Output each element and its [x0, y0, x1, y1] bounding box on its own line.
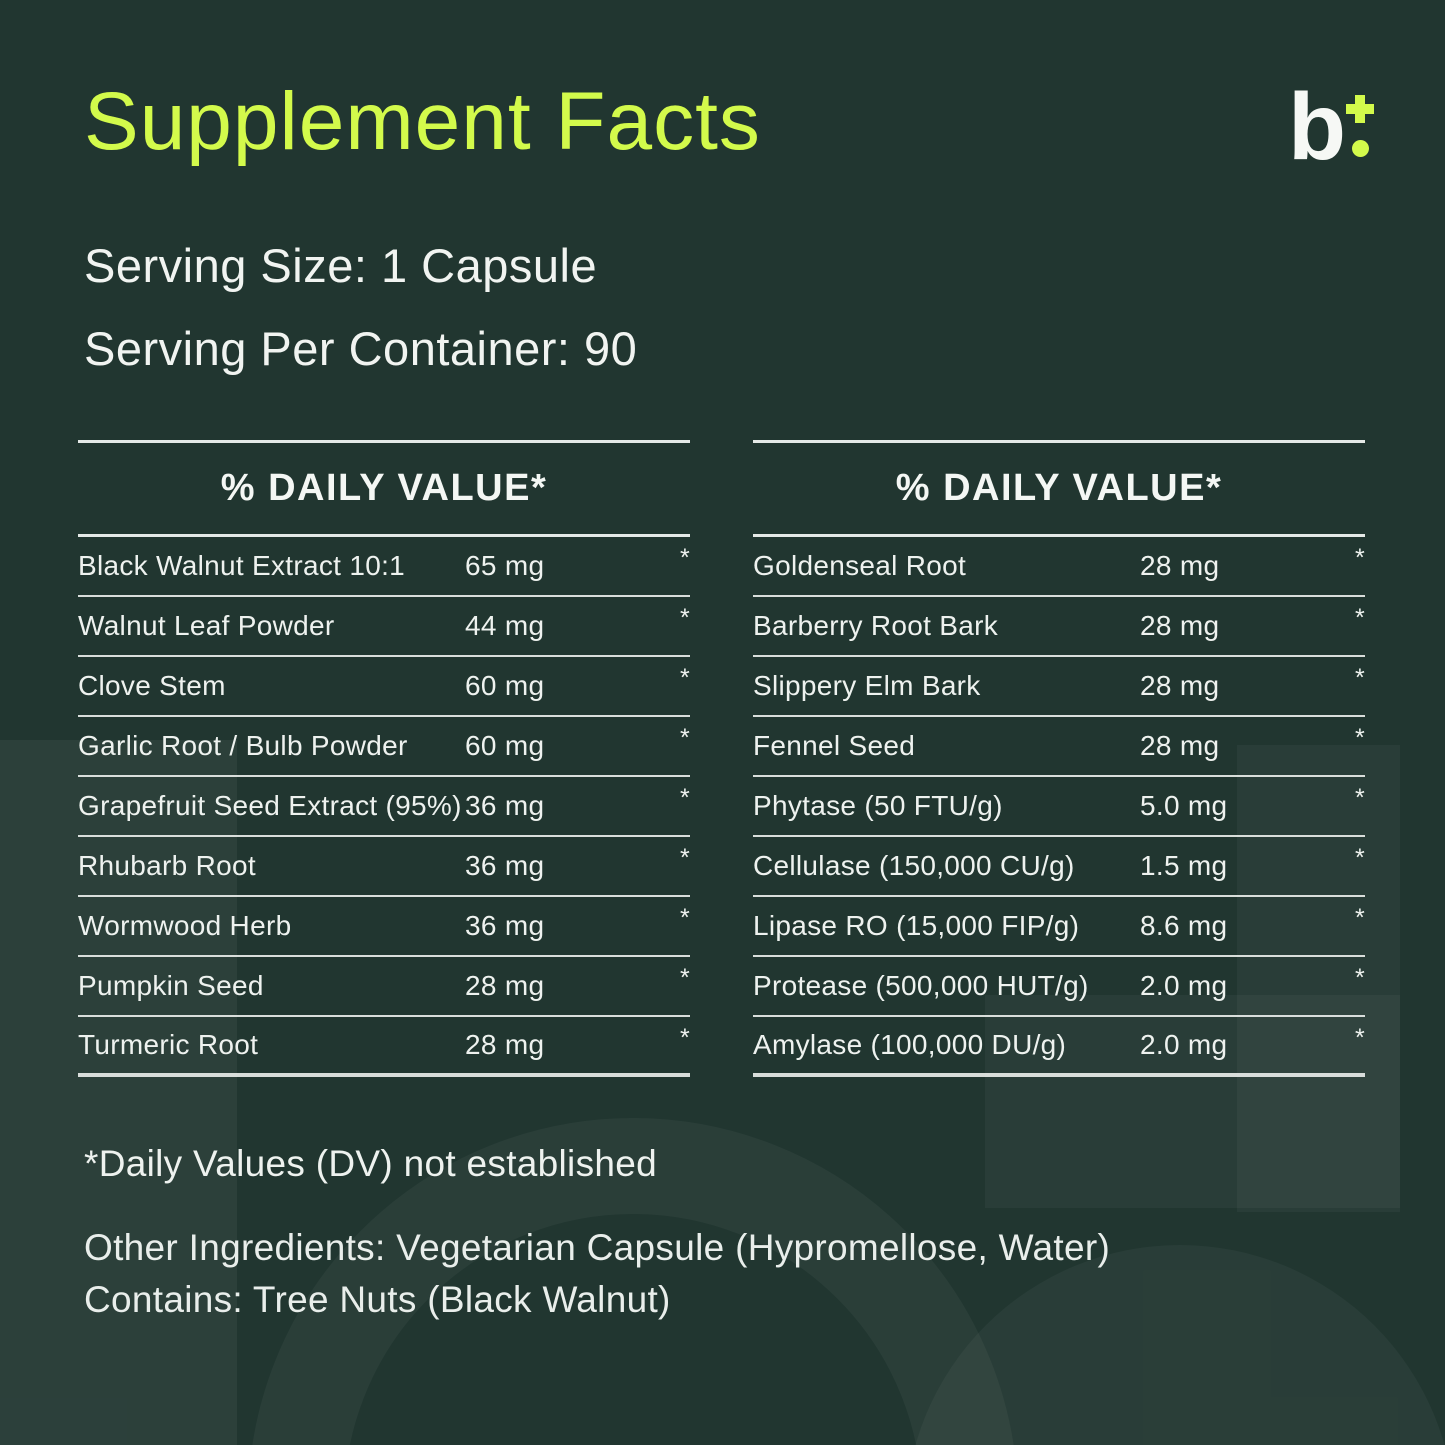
ingredient-amount: 28 mg	[465, 970, 545, 1001]
daily-value-asterisk: *	[1354, 724, 1365, 752]
table-row: Cellulase (150,000 CU/g) 1.5 mg *	[753, 837, 1365, 897]
ingredient-name: Rhubarb Root	[78, 850, 256, 881]
daily-value-asterisk: *	[1354, 664, 1365, 692]
ingredient-name: Phytase (50 FTU/g)	[753, 790, 1003, 821]
table-row: Amylase (100,000 DU/g) 2.0 mg *	[753, 1017, 1365, 1077]
table-row: Walnut Leaf Powder 44 mg *	[78, 597, 690, 657]
daily-value-asterisk: *	[1354, 844, 1365, 872]
daily-value-asterisk: *	[679, 544, 690, 572]
ingredient-name: Protease (500,000 HUT/g)	[753, 970, 1089, 1001]
page-title: Supplement Facts	[84, 76, 761, 167]
logo-letter: b	[1288, 74, 1347, 180]
ingredient-amount: 5.0 mg	[1140, 790, 1228, 821]
watermark-plus-horizontal	[985, 995, 1400, 1208]
ingredient-amount: 28 mg	[1140, 730, 1220, 761]
ingredient-name: Barberry Root Bark	[753, 610, 999, 641]
other-ingredients-text: Other Ingredients: Vegetarian Capsule (H…	[84, 1227, 1111, 1268]
table-row: Clove Stem 60 mg *	[78, 657, 690, 717]
ingredient-amount: 2.0 mg	[1140, 1029, 1228, 1060]
ingredient-name: Walnut Leaf Powder	[78, 610, 335, 641]
daily-value-asterisk: *	[679, 904, 690, 932]
table-row: Slippery Elm Bark 28 mg *	[753, 657, 1365, 717]
table-row: Lipase RO (15,000 FIP/g) 8.6 mg *	[753, 897, 1365, 957]
ingredient-name: Clove Stem	[78, 670, 226, 701]
ingredient-amount: 28 mg	[1140, 550, 1220, 581]
daily-value-asterisk: *	[679, 844, 690, 872]
daily-value-asterisk: *	[679, 724, 690, 752]
ingredient-amount: 28 mg	[1140, 670, 1220, 701]
daily-value-header: % DAILY VALUE*	[78, 440, 690, 537]
daily-value-footnote: *Daily Values (DV) not established	[84, 1143, 658, 1184]
ingredient-name: Amylase (100,000 DU/g)	[753, 1029, 1067, 1060]
daily-value-asterisk: *	[1354, 964, 1365, 992]
ingredient-name: Pumpkin Seed	[78, 970, 264, 1001]
table-row: Barberry Root Bark 28 mg *	[753, 597, 1365, 657]
daily-value-asterisk: *	[679, 964, 690, 992]
contains-text: Contains: Tree Nuts (Black Walnut)	[84, 1279, 671, 1320]
ingredient-amount: 1.5 mg	[1140, 850, 1228, 881]
daily-value-asterisk: *	[1354, 904, 1365, 932]
ingredient-amount: 28 mg	[465, 1029, 545, 1060]
table-row: Goldenseal Root 28 mg *	[753, 537, 1365, 597]
table-row: Protease (500,000 HUT/g) 2.0 mg *	[753, 957, 1365, 1017]
daily-value-asterisk: *	[679, 1024, 690, 1052]
table-row: Fennel Seed 28 mg *	[753, 717, 1365, 777]
logo-plus-icon	[1346, 95, 1374, 123]
ingredient-amount: 8.6 mg	[1140, 910, 1228, 941]
daily-value-asterisk: *	[1354, 544, 1365, 572]
ingredient-amount: 65 mg	[465, 550, 545, 581]
other-ingredients-block: Other Ingredients: Vegetarian Capsule (H…	[84, 1222, 1364, 1326]
daily-value-asterisk: *	[1354, 1024, 1365, 1052]
daily-value-asterisk: *	[679, 604, 690, 632]
daily-value-header: % DAILY VALUE*	[753, 440, 1365, 537]
serving-per-container-text: Serving Per Container: 90	[84, 322, 638, 375]
table-row: Turmeric Root 28 mg *	[78, 1017, 690, 1077]
logo-dot-icon	[1352, 140, 1369, 157]
ingredient-name: Goldenseal Root	[753, 550, 967, 581]
daily-value-asterisk: *	[1354, 604, 1365, 632]
table-row: Grapefruit Seed Extract (95%) 36 mg *	[78, 777, 690, 837]
daily-value-asterisk: *	[1354, 784, 1365, 812]
ingredient-name: Cellulase (150,000 CU/g)	[753, 850, 1075, 881]
table-row: Pumpkin Seed 28 mg *	[78, 957, 690, 1017]
ingredient-name: Turmeric Root	[78, 1029, 259, 1060]
ingredients-table-left: % DAILY VALUE* Black Walnut Extract 10:1…	[78, 440, 690, 1077]
table-row: Rhubarb Root 36 mg *	[78, 837, 690, 897]
ingredient-amount: 60 mg	[465, 730, 545, 761]
ingredient-amount: 28 mg	[1140, 610, 1220, 641]
table-row: Phytase (50 FTU/g) 5.0 mg *	[753, 777, 1365, 837]
ingredient-amount: 36 mg	[465, 850, 545, 881]
ingredient-amount: 36 mg	[465, 790, 545, 821]
watermark-plus-vertical	[1237, 745, 1400, 1212]
serving-size-text: Serving Size: 1 Capsule	[84, 239, 598, 292]
table-row: Black Walnut Extract 10:1 65 mg *	[78, 537, 690, 597]
ingredient-name: Slippery Elm Bark	[753, 670, 981, 701]
ingredient-amount: 44 mg	[465, 610, 545, 641]
ingredient-amount: 2.0 mg	[1140, 970, 1228, 1001]
ingredient-name: Grapefruit Seed Extract (95%)	[78, 790, 462, 821]
ingredient-name: Black Walnut Extract 10:1	[78, 550, 406, 581]
ingredient-amount: 36 mg	[465, 910, 545, 941]
ingredient-amount: 60 mg	[465, 670, 545, 701]
daily-value-asterisk: *	[679, 784, 690, 812]
ingredients-table-right: % DAILY VALUE* Goldenseal Root 28 mg * B…	[753, 440, 1365, 1077]
ingredient-name: Garlic Root / Bulb Powder	[78, 730, 408, 761]
ingredient-name: Wormwood Herb	[78, 910, 292, 941]
brand-logo: b	[1288, 0, 1408, 190]
daily-value-asterisk: *	[679, 664, 690, 692]
ingredient-name: Fennel Seed	[753, 730, 916, 761]
watermark-b-stem	[0, 740, 237, 1445]
table-row: Garlic Root / Bulb Powder 60 mg *	[78, 717, 690, 777]
table-row: Wormwood Herb 36 mg *	[78, 897, 690, 957]
ingredient-name: Lipase RO (15,000 FIP/g)	[753, 910, 1080, 941]
